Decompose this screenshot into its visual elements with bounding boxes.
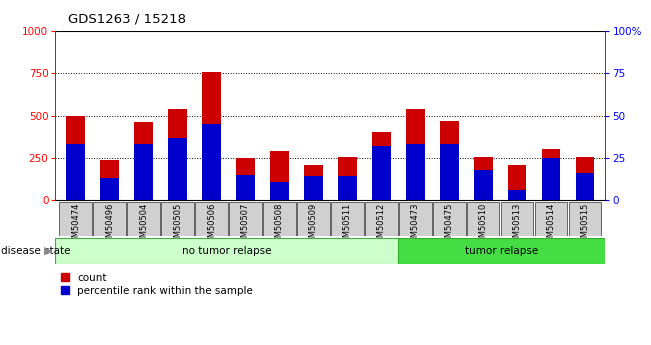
Bar <box>440 121 458 200</box>
Bar <box>331 202 364 236</box>
Bar <box>134 122 153 200</box>
Bar <box>297 202 329 236</box>
Bar <box>372 146 391 200</box>
Text: GSM50515: GSM50515 <box>581 203 590 248</box>
Bar <box>202 72 221 200</box>
Text: GSM50510: GSM50510 <box>478 203 488 248</box>
Bar <box>128 202 160 236</box>
Bar <box>304 176 323 200</box>
Text: GSM50513: GSM50513 <box>512 203 521 248</box>
Text: GSM50473: GSM50473 <box>411 203 420 248</box>
Bar <box>440 144 458 200</box>
Bar <box>100 160 119 200</box>
Bar <box>168 109 187 200</box>
Text: GSM50509: GSM50509 <box>309 203 318 248</box>
Bar <box>263 202 296 236</box>
Text: GSM50507: GSM50507 <box>241 203 250 248</box>
Text: GSM50508: GSM50508 <box>275 203 284 248</box>
Bar <box>575 173 594 200</box>
Text: GSM50504: GSM50504 <box>139 203 148 248</box>
Bar <box>168 138 187 200</box>
Bar <box>406 109 424 200</box>
Bar <box>433 202 465 236</box>
Bar <box>399 202 432 236</box>
Bar <box>100 178 119 200</box>
Bar <box>66 116 85 200</box>
Bar <box>161 202 194 236</box>
Bar <box>236 158 255 200</box>
Bar <box>229 202 262 236</box>
Bar <box>372 132 391 200</box>
Bar <box>474 170 493 200</box>
Bar <box>575 157 594 200</box>
Bar <box>474 157 493 200</box>
Bar <box>195 202 228 236</box>
Bar <box>202 124 221 200</box>
Bar <box>535 202 568 236</box>
Bar <box>542 149 561 200</box>
Bar <box>365 202 398 236</box>
Bar <box>55 238 398 264</box>
Bar <box>338 176 357 200</box>
Text: GSM50475: GSM50475 <box>445 203 454 248</box>
Text: GDS1263 / 15218: GDS1263 / 15218 <box>68 12 186 25</box>
Text: GSM50511: GSM50511 <box>343 203 352 248</box>
Bar <box>406 144 424 200</box>
Legend: count, percentile rank within the sample: count, percentile rank within the sample <box>61 273 253 296</box>
Text: GSM50496: GSM50496 <box>105 203 114 248</box>
Bar <box>304 165 323 200</box>
Bar <box>467 202 499 236</box>
Bar <box>508 165 527 200</box>
Text: disease state: disease state <box>1 246 70 256</box>
Bar <box>270 151 289 200</box>
Bar <box>270 181 289 200</box>
Text: GSM50514: GSM50514 <box>547 203 555 248</box>
Bar <box>569 202 602 236</box>
Bar <box>398 238 605 264</box>
Bar <box>66 144 85 200</box>
Text: GSM50505: GSM50505 <box>173 203 182 248</box>
Bar <box>501 202 533 236</box>
Bar <box>93 202 126 236</box>
Text: GSM50474: GSM50474 <box>71 203 80 248</box>
Bar <box>134 144 153 200</box>
Text: tumor relapse: tumor relapse <box>465 246 538 256</box>
Bar <box>338 157 357 200</box>
Bar <box>542 158 561 200</box>
Bar <box>59 202 92 236</box>
Text: ▶: ▶ <box>44 246 52 256</box>
Bar <box>236 175 255 200</box>
Text: no tumor relapse: no tumor relapse <box>182 246 271 256</box>
Bar <box>508 190 527 200</box>
Text: GSM50512: GSM50512 <box>377 203 386 248</box>
Text: GSM50506: GSM50506 <box>207 203 216 248</box>
